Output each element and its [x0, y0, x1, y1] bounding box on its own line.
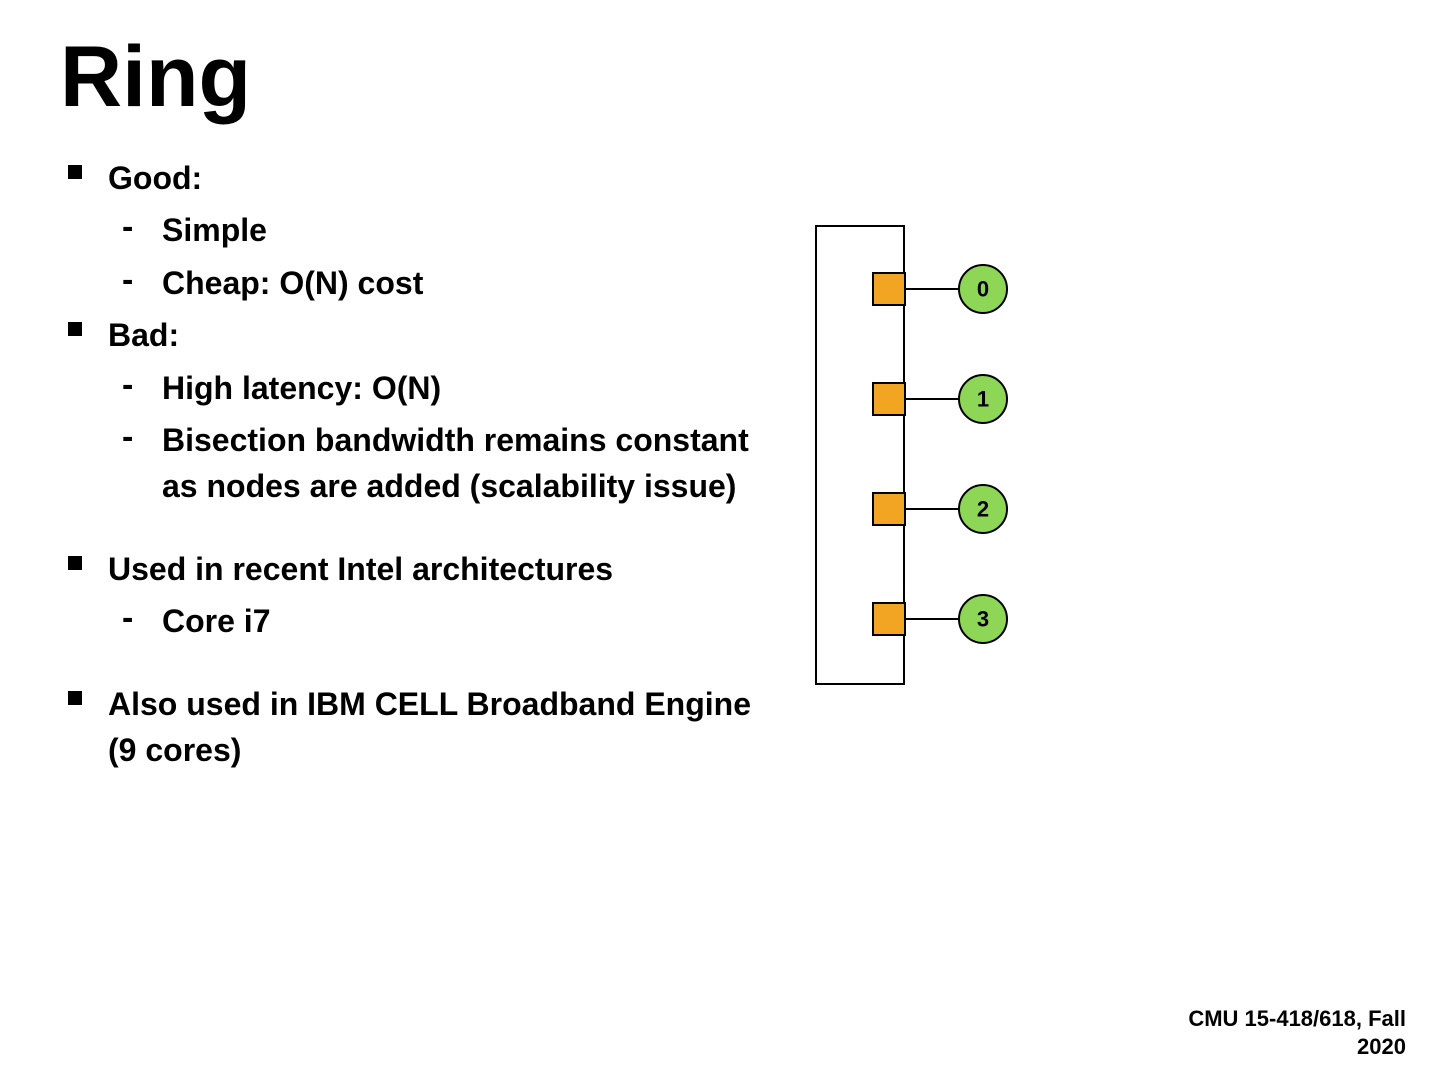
- sub-bullet-item: -Core i7: [108, 598, 780, 644]
- sub-bullet-item: -Bisection bandwidth remains constant as…: [108, 417, 780, 510]
- slide-title: Ring: [60, 28, 251, 127]
- sub-bullet-label: Cheap: O(N) cost: [162, 260, 780, 306]
- bullet-label: Bad:: [108, 317, 179, 353]
- dash-bullet-icon: -: [122, 260, 133, 301]
- square-bullet-icon: [68, 556, 82, 570]
- bullet-gap: [60, 516, 780, 546]
- bullet-item: Bad:-High latency: O(N)-Bisection bandwi…: [60, 312, 780, 510]
- dash-bullet-icon: -: [122, 598, 133, 639]
- ring-switch: [873, 603, 905, 635]
- bullet-item: Also used in IBM CELL Broadband Engine (…: [60, 681, 780, 774]
- ring-switch: [873, 383, 905, 415]
- bullet-content: Good:-Simple-Cheap: O(N) costBad:-High l…: [60, 155, 780, 779]
- ring-node-label: 0: [977, 277, 989, 302]
- footer: CMU 15-418/618, Fall 2020: [1188, 1005, 1406, 1060]
- sub-bullet-label: Core i7: [162, 598, 780, 644]
- ring-switch: [873, 273, 905, 305]
- footer-line1: CMU 15-418/618, Fall: [1188, 1005, 1406, 1033]
- ring-switch: [873, 493, 905, 525]
- bullet-label: Also used in IBM CELL Broadband Engine (…: [108, 686, 751, 768]
- bullet-label: Good:: [108, 160, 202, 196]
- bullet-label: Used in recent Intel architectures: [108, 551, 613, 587]
- sub-bullet-label: Bisection bandwidth remains constant as …: [162, 417, 780, 510]
- sub-bullet-item: -High latency: O(N): [108, 365, 780, 411]
- ring-diagram: 0 1 2 3: [815, 225, 1061, 685]
- bullet-item: Used in recent Intel architectures -Core …: [60, 546, 780, 645]
- ring-node-label: 2: [977, 497, 989, 522]
- ring-node-label: 1: [977, 387, 989, 412]
- square-bullet-icon: [68, 691, 82, 705]
- dash-bullet-icon: -: [122, 417, 133, 458]
- dash-bullet-icon: -: [122, 365, 133, 406]
- sub-bullet-label: High latency: O(N): [162, 365, 780, 411]
- sub-bullet-item: -Simple: [108, 207, 780, 253]
- ring-node-label: 3: [977, 607, 989, 632]
- square-bullet-icon: [68, 165, 82, 179]
- bullet-item: Good:-Simple-Cheap: O(N) cost: [60, 155, 780, 306]
- square-bullet-icon: [68, 322, 82, 336]
- sub-bullet-label: Simple: [162, 207, 780, 253]
- sub-bullet-item: -Cheap: O(N) cost: [108, 260, 780, 306]
- footer-line2: 2020: [1188, 1033, 1406, 1061]
- bullet-gap: [60, 651, 780, 681]
- slide: Ring Good:-Simple-Cheap: O(N) costBad:-H…: [0, 0, 1440, 1080]
- dash-bullet-icon: -: [122, 207, 133, 248]
